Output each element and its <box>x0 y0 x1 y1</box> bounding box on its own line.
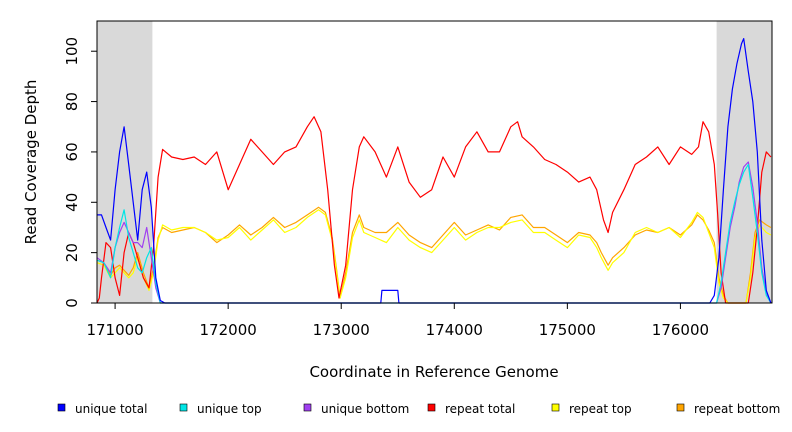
x-tick-label: 175000 <box>539 321 596 339</box>
legend-swatch-repeat-total <box>427 403 436 412</box>
legend-label-repeat-bottom: repeat bottom <box>694 402 780 416</box>
x-tick-label: 174000 <box>426 321 483 339</box>
legend-label-unique-total: unique total <box>75 402 147 416</box>
legend-swatch-unique-bottom <box>303 403 312 412</box>
series-line-unique-total <box>97 37 772 304</box>
shaded-region-0 <box>97 21 153 303</box>
legend-swatch-unique-total <box>57 403 66 412</box>
legend-label-unique-top: unique top <box>197 402 262 416</box>
legend: unique total unique top unique bottom repea… <box>57 402 780 416</box>
y-tick-label: 0 <box>63 298 81 308</box>
x-tick-label: 172000 <box>200 321 257 339</box>
legend-swatch-unique-top <box>179 403 188 412</box>
x-axis: 171000 172000 173000 174000 175000 176000 <box>86 303 709 339</box>
y-tick-label: 60 <box>63 142 81 161</box>
y-tick-label: 40 <box>63 193 81 212</box>
y-axis: 0 20 40 60 80 100 <box>63 37 97 308</box>
legend-swatch-repeat-top <box>551 403 560 412</box>
x-tick-label: 176000 <box>652 321 709 339</box>
x-tick-label: 171000 <box>86 321 143 339</box>
legend-swatch-repeat-bottom <box>676 403 685 412</box>
y-tick-label: 80 <box>63 92 81 111</box>
series-line-repeat-top <box>96 209 772 304</box>
legend-label-repeat-total: repeat total <box>445 402 515 416</box>
x-tick-label: 173000 <box>313 321 370 339</box>
series-line-unique-top <box>96 163 772 304</box>
series-lines <box>96 37 772 304</box>
shaded-regions <box>97 21 772 303</box>
y-tick-label: 100 <box>63 37 81 66</box>
series-line-repeat-total <box>96 116 772 304</box>
y-tick-label: 20 <box>63 243 81 262</box>
x-axis-title: Coordinate in Reference Genome <box>309 363 558 381</box>
y-axis-title: Read Coverage Depth <box>22 80 40 245</box>
legend-label-unique-bottom: unique bottom <box>321 402 409 416</box>
legend-label-repeat-top: repeat top <box>569 402 632 416</box>
series-line-repeat-bottom <box>96 206 772 304</box>
plot-frame <box>96 20 773 304</box>
